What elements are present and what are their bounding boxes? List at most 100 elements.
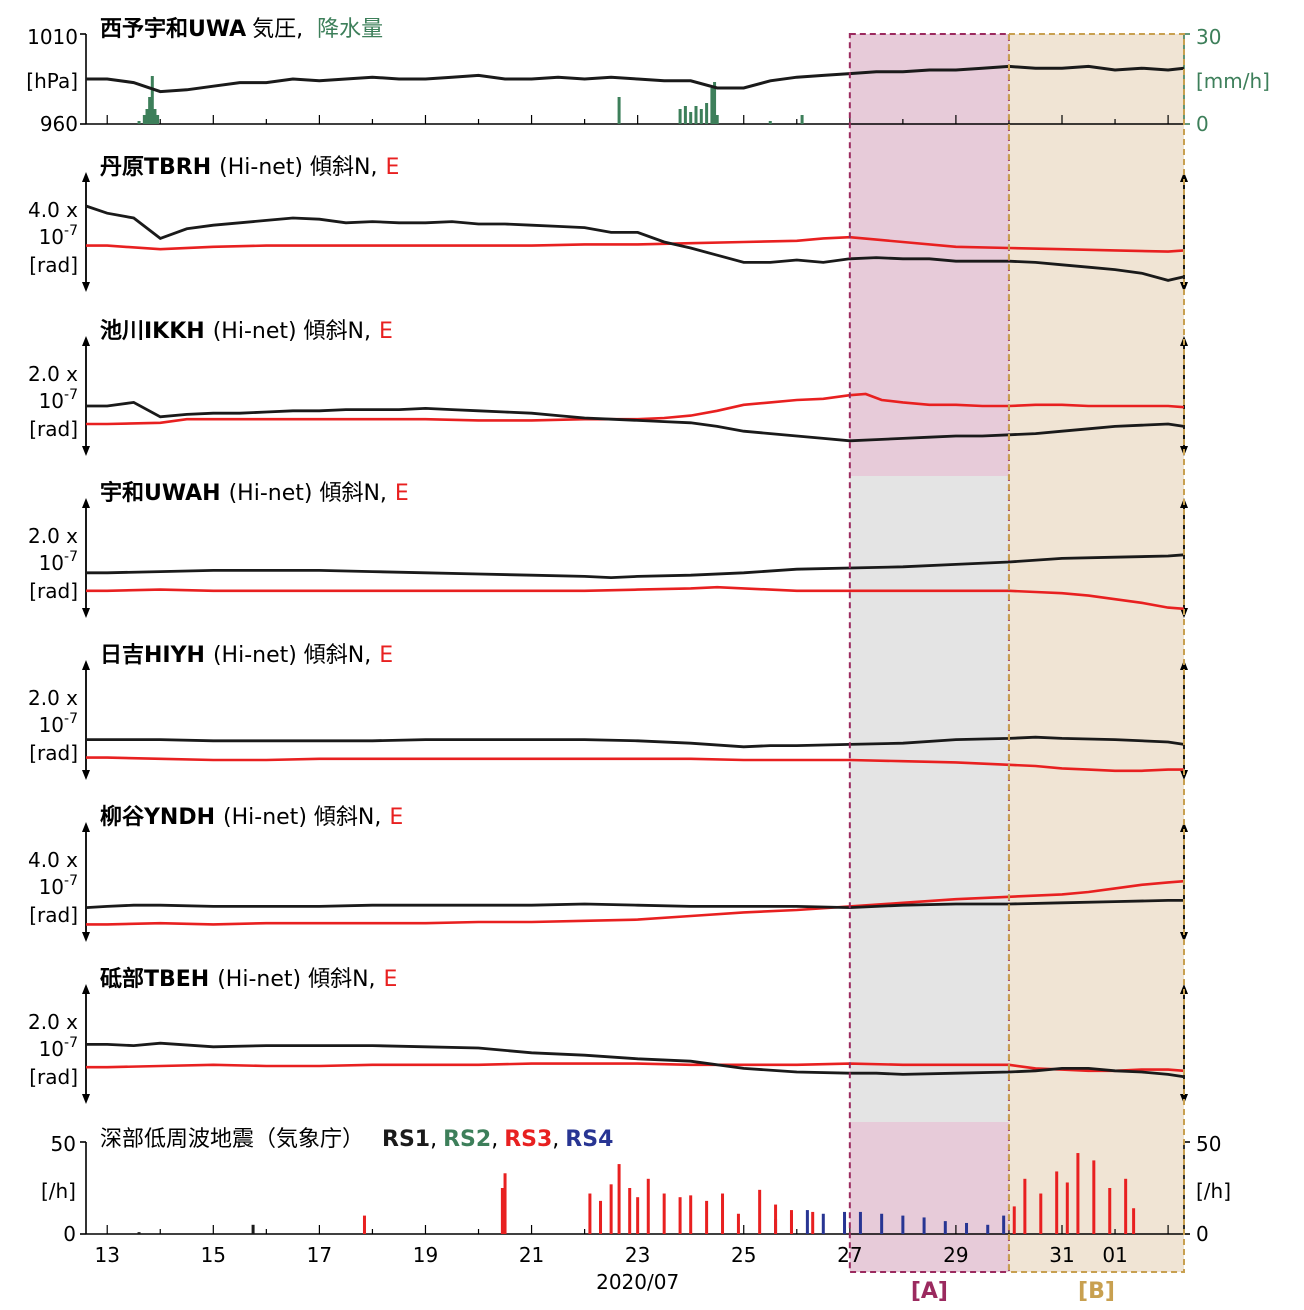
rain-bar [617, 97, 621, 124]
x-tick-label: 15 [201, 1243, 226, 1267]
tremor-series-label: RS4 [565, 1127, 613, 1152]
tilt-e-line [86, 756, 1184, 773]
tremor-bar-rs3 [1124, 1178, 1128, 1234]
tilt-panel-title: 日吉HIYH (Hi-net) 傾斜N, E [100, 642, 393, 668]
tremor-bar-rs3 [503, 1173, 507, 1234]
x-tick-label: 25 [731, 1243, 756, 1267]
tremor-bar-rs3 [678, 1197, 682, 1234]
tilt-title-component: (Hi-net) 傾斜N, [229, 481, 387, 506]
tilt-title-station: 宇和UWAH [100, 481, 221, 506]
pressure-title-station: 西予宇和UWA [100, 17, 246, 42]
tremor-ytick-bottom: 0 [63, 1222, 76, 1246]
tremor-bar-rs4 [1002, 1215, 1006, 1234]
pressure-ytick-top: 1010 [27, 25, 78, 49]
tilt-scale-arrow-left-head-up [82, 660, 90, 670]
rain-bar [705, 103, 709, 124]
tilt-title-component: (Hi-net) 傾斜N, [217, 967, 375, 992]
rain-bar [768, 121, 772, 124]
rain-bar [683, 106, 687, 124]
tremor-bar-rs4 [805, 1210, 809, 1234]
tilt-scale-unit: [rad] [29, 1065, 78, 1089]
rain-bar [156, 115, 160, 124]
tilt-scale-unit: [rad] [29, 903, 78, 927]
x-axis-label: 2020/07 [596, 1270, 679, 1294]
tilt-scale-base: 10 [39, 225, 64, 249]
tilt-title-e: E [385, 155, 399, 180]
tilt-n-line [85, 204, 1185, 282]
tremor-y2-unit: [/h] [1196, 1179, 1231, 1203]
tilt-scale-arrow-left-head-up [82, 172, 90, 182]
tilt-scale-value: 2.0 x [28, 686, 78, 710]
tilt-scale-exponent: 10-7 [39, 549, 78, 575]
tilt-scale-exponent: 10-7 [39, 223, 78, 249]
pressure-ytick-bottom: 960 [40, 112, 78, 136]
tilt-scale-arrow-left-head-down [82, 446, 90, 456]
tremor-bar-rs3 [617, 1164, 621, 1234]
x-tick-label: 31 [1049, 1243, 1074, 1267]
tremor-bar-rs4 [922, 1217, 926, 1234]
tremor-bar-rs3 [500, 1188, 504, 1234]
tremor-bar-rs1 [137, 1232, 141, 1234]
tremor-bar-rs3 [758, 1189, 762, 1234]
region-a-fill-middle [849, 476, 1009, 1122]
tilt-scale-base: 10 [39, 389, 64, 413]
tremor-series-sep: , [491, 1127, 498, 1152]
tilt-scale-arrow-left-head-down [82, 1094, 90, 1104]
tilt-title-component: (Hi-net) 傾斜N, [213, 319, 371, 344]
tilt-title-station: 柳谷YNDH [100, 804, 215, 830]
tilt-n-line [85, 899, 1184, 910]
tremor-bar-rs3 [636, 1197, 640, 1234]
tilt-scale-arrow-left-head-up [82, 984, 90, 994]
tremor-bar-rs3 [588, 1193, 592, 1234]
tilt-scale-arrow-left-head-up [82, 822, 90, 832]
x-tick-label: 01 [1102, 1243, 1127, 1267]
tilt-scale-exponent: 10-7 [39, 873, 78, 899]
tilt-scale-unit: [rad] [29, 579, 78, 603]
tilt-scale-power: -7 [64, 873, 78, 889]
tremor-bar-rs4 [901, 1215, 905, 1234]
tilt-scale-arrow-right-head-down [1180, 932, 1188, 942]
tremor-bar-rs3 [599, 1200, 603, 1234]
tilt-title-station: 池川IKKH [100, 319, 205, 344]
tremor-series-label: RS2 [443, 1127, 491, 1152]
tremor-series-sep: , [552, 1127, 559, 1152]
tilt-n-line [86, 1041, 1185, 1079]
tilt-title-e: E [389, 805, 403, 830]
tilt-e-line [86, 585, 1185, 611]
rain-bar [153, 109, 157, 124]
tilt-scale-arrow-left-head-down [82, 282, 90, 292]
tremor-bar-rs3 [1055, 1171, 1059, 1234]
tilt-scale-arrow-right-head-down [1180, 282, 1188, 292]
pressure-y-unit: [hPa] [26, 69, 78, 93]
rain-bar [710, 88, 714, 124]
tilt-title-station: 砥部TBEH [100, 966, 209, 992]
tilt-title-station: 日吉HIYH [100, 642, 205, 668]
x-tick-label: 13 [94, 1243, 119, 1267]
rain-ytick-top: 30 [1196, 25, 1221, 49]
rain-bar [689, 112, 693, 124]
x-tick-label: 23 [625, 1243, 650, 1267]
tremor-y-unit: [/h] [41, 1179, 76, 1203]
tilt-panel-title: 丹原TBRH (Hi-net) 傾斜N, E [100, 155, 399, 180]
tremor-bar-rs3 [1023, 1178, 1027, 1234]
tilt-scale-power: -7 [64, 223, 78, 239]
region-outlines: [A] [B] [848, 33, 1186, 1304]
tilt-scale-value: 4.0 x [28, 198, 78, 222]
pressure-title-label: 気圧, [252, 17, 303, 42]
tremor-bar-rs3 [789, 1210, 793, 1234]
region-b-fill [1008, 34, 1184, 1272]
tilt-title-component: (Hi-net) 傾斜N, [219, 155, 377, 180]
tremor-bar-rs3 [721, 1193, 725, 1234]
tremor-bar-rs3 [1076, 1153, 1080, 1234]
rain-bar [678, 109, 682, 124]
tremor-bar-rs3 [1132, 1208, 1136, 1234]
x-tick-label: 29 [943, 1243, 968, 1267]
rain-bar [145, 109, 149, 124]
rain-bar [142, 115, 146, 124]
region-a-fill-upper [849, 34, 1009, 476]
tremor-bar-rs3 [1108, 1188, 1112, 1234]
tilt-scale-arrow-right-head-up [1180, 822, 1188, 832]
tilt-title-e: E [395, 481, 409, 506]
